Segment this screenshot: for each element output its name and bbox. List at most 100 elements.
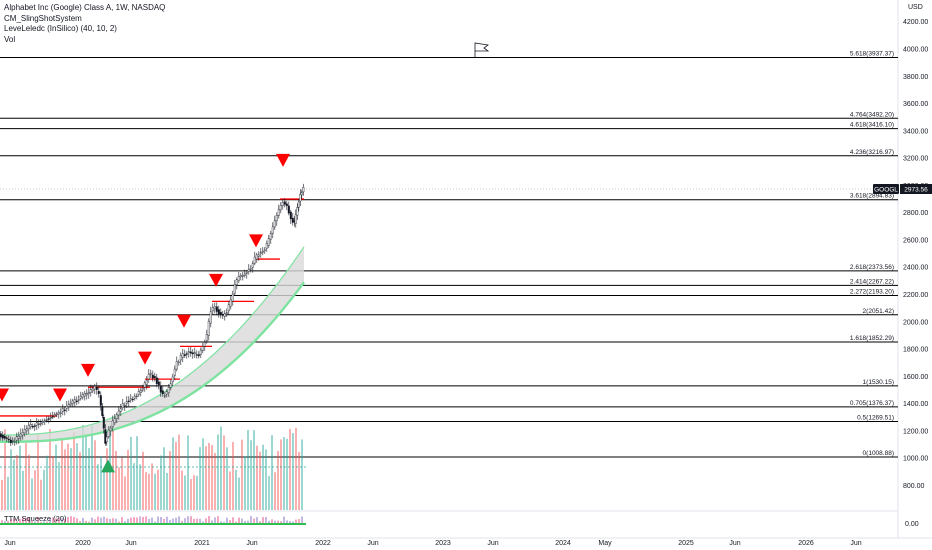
price-tick-label: 1600.00 xyxy=(903,374,928,381)
squeeze-bar xyxy=(214,517,216,524)
squeeze-bar xyxy=(61,518,63,524)
candle-body xyxy=(279,205,282,211)
candle-body xyxy=(31,426,34,428)
time-tick-label: Jun xyxy=(4,540,15,547)
price-tick-label: 3600.00 xyxy=(903,101,928,108)
candle-body xyxy=(265,243,268,249)
squeeze-bar xyxy=(70,516,72,524)
candle-body xyxy=(253,256,256,264)
candle-body xyxy=(101,406,104,416)
volume-bar xyxy=(166,473,168,510)
fib-level-label: 1.618(1852.29) xyxy=(850,335,894,342)
volume-bar xyxy=(277,450,279,510)
volume-bar xyxy=(16,455,18,510)
candle-body xyxy=(263,249,266,252)
price-tick-label: 3800.00 xyxy=(903,74,928,81)
candle-body xyxy=(25,428,28,432)
time-tick-label: Jun xyxy=(729,540,740,547)
candle-body xyxy=(89,389,92,393)
volume-bar xyxy=(25,443,27,510)
candle-body xyxy=(297,201,300,208)
candle-body xyxy=(104,429,107,444)
squeeze-bar xyxy=(259,521,261,524)
squeeze-bar xyxy=(127,518,129,524)
squeeze-bar xyxy=(22,517,24,524)
candle-body xyxy=(121,403,124,408)
volume-bar xyxy=(37,434,39,510)
candle-body xyxy=(191,352,194,355)
candle-body xyxy=(229,299,232,307)
candle-body xyxy=(117,410,120,416)
candle-body xyxy=(119,408,122,412)
price-tick-label: 2000.00 xyxy=(903,319,928,326)
candle-body xyxy=(169,383,172,388)
squeeze-bar xyxy=(262,517,264,524)
volume-bar xyxy=(76,443,78,510)
candle-body xyxy=(1,434,4,439)
volume-bar xyxy=(43,469,45,510)
volume-bar xyxy=(73,432,75,510)
candle-body xyxy=(47,418,50,420)
volume-bar xyxy=(124,476,126,510)
candle-body xyxy=(131,398,134,401)
candle-body xyxy=(53,414,56,416)
squeeze-bar xyxy=(121,517,123,524)
sell-signal-triangle xyxy=(209,273,223,287)
volume-bar xyxy=(256,445,258,510)
squeeze-bar xyxy=(229,520,231,524)
squeeze-bar xyxy=(274,520,276,524)
volume-bar xyxy=(148,473,150,510)
candle-body xyxy=(85,393,88,396)
volume-bar xyxy=(88,448,90,510)
candle-body xyxy=(137,391,140,395)
volume-bar xyxy=(7,476,9,510)
chart-title: Alphabet Inc (Google) Class A, 1W, NASDA… xyxy=(4,3,166,12)
volume-bar xyxy=(142,451,144,510)
time-tick-label: 2023 xyxy=(435,540,451,547)
price-tick-label: 3400.00 xyxy=(903,128,928,135)
candle-body xyxy=(153,376,156,378)
volume-bar xyxy=(226,447,228,510)
volume-bar xyxy=(253,430,255,510)
candle-body xyxy=(95,387,98,390)
squeeze-bar xyxy=(106,518,108,524)
sell-signal-triangle xyxy=(0,388,9,402)
candle-body xyxy=(267,238,270,246)
candle-body xyxy=(249,268,252,270)
volume-bar xyxy=(223,435,225,510)
squeeze-bar xyxy=(268,520,270,524)
ma-band-lower xyxy=(0,281,305,444)
squeeze-bar xyxy=(301,516,303,524)
candle-body xyxy=(109,427,112,432)
candle-body xyxy=(269,233,272,240)
candle-body xyxy=(15,436,18,441)
volume-bar xyxy=(160,455,162,510)
volume-bar xyxy=(193,475,195,510)
volume-bar xyxy=(145,472,147,510)
candle-body xyxy=(193,352,196,354)
candle-body xyxy=(65,406,68,409)
candle-body xyxy=(203,342,206,347)
squeeze-bar xyxy=(151,517,153,524)
price-badge xyxy=(900,184,932,195)
candle-body xyxy=(147,373,150,380)
squeeze-bar xyxy=(85,520,87,524)
fib-level-label: 4.618(3416.10) xyxy=(850,122,894,129)
squeeze-bar xyxy=(166,516,168,524)
candle-body xyxy=(205,334,208,342)
candle-body xyxy=(141,388,144,391)
candle-body xyxy=(3,436,6,439)
volume-bar xyxy=(121,457,123,510)
squeeze-bar xyxy=(271,519,273,524)
candle-body xyxy=(59,412,62,414)
candle-body xyxy=(77,399,80,401)
volume-bar xyxy=(202,438,204,510)
squeeze-bar xyxy=(49,518,51,524)
sell-signal-triangle xyxy=(276,153,290,167)
ticker-symbol: GOOGL xyxy=(874,187,898,194)
squeeze-bar xyxy=(31,520,33,524)
candle-body xyxy=(219,312,222,316)
candle-body xyxy=(49,417,52,419)
time-tick-label: 2024 xyxy=(555,540,571,547)
